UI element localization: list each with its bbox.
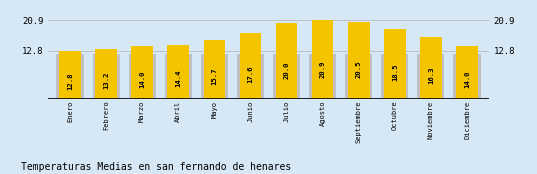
- Bar: [168, 45, 189, 99]
- Bar: [384, 29, 405, 99]
- Bar: [240, 33, 262, 99]
- Bar: [237, 54, 264, 99]
- Bar: [204, 40, 225, 99]
- Bar: [345, 54, 372, 99]
- Bar: [275, 23, 297, 99]
- Text: 12.8: 12.8: [67, 72, 73, 90]
- Text: 13.2: 13.2: [103, 72, 109, 89]
- Text: 16.3: 16.3: [428, 67, 434, 85]
- Bar: [129, 54, 156, 99]
- Text: 14.4: 14.4: [175, 70, 182, 87]
- Text: 14.0: 14.0: [139, 70, 145, 88]
- Bar: [165, 54, 192, 99]
- Bar: [59, 51, 81, 99]
- Text: 20.5: 20.5: [355, 61, 362, 78]
- Bar: [56, 54, 84, 99]
- Text: 14.0: 14.0: [464, 70, 470, 88]
- Bar: [132, 46, 153, 99]
- Bar: [312, 20, 333, 99]
- Bar: [420, 37, 442, 99]
- Bar: [309, 54, 336, 99]
- Bar: [453, 54, 481, 99]
- Bar: [273, 54, 300, 99]
- Bar: [92, 54, 120, 99]
- Bar: [417, 54, 445, 99]
- Text: 20.0: 20.0: [284, 62, 289, 79]
- Bar: [95, 49, 117, 99]
- Text: Temperaturas Medias en san fernando de henares: Temperaturas Medias en san fernando de h…: [21, 162, 292, 172]
- Text: 17.6: 17.6: [248, 65, 253, 83]
- Bar: [348, 22, 369, 99]
- Bar: [381, 54, 408, 99]
- Bar: [201, 54, 228, 99]
- Text: 20.9: 20.9: [320, 60, 325, 78]
- Bar: [456, 46, 478, 99]
- Text: 18.5: 18.5: [392, 64, 398, 81]
- Text: 15.7: 15.7: [212, 68, 217, 85]
